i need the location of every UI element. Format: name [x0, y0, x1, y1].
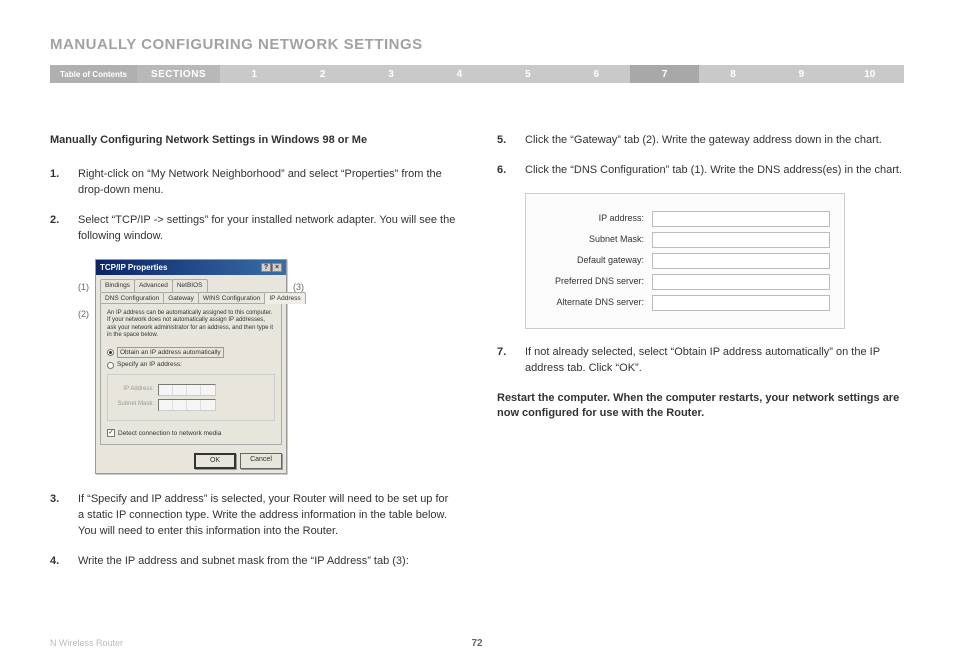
- dialog-body: An IP address can be automatically assig…: [100, 303, 282, 445]
- checkbox-label: Detect connection to network media: [118, 429, 221, 438]
- dialog-title: TCP/IP Properties: [100, 262, 167, 274]
- step-text: Click the “Gateway” tab (2). Write the g…: [525, 133, 904, 149]
- nav-item-1[interactable]: 1: [220, 65, 288, 83]
- step-text: Write the IP address and subnet mask fro…: [78, 554, 457, 570]
- radio-obtain-auto[interactable]: Obtain an IP address automatically: [107, 347, 275, 358]
- mask-field[interactable]: [158, 399, 216, 411]
- step-number: 6.: [497, 163, 525, 179]
- chart-label: IP address:: [540, 212, 652, 225]
- dialog-info-text: An IP address can be automatically assig…: [107, 310, 275, 339]
- ip-field[interactable]: [158, 384, 216, 396]
- nav-item-3[interactable]: 3: [357, 65, 425, 83]
- close-button[interactable]: ×: [272, 263, 282, 272]
- left-column: Manually Configuring Network Settings in…: [50, 133, 457, 584]
- chart-row: Alternate DNS server:: [540, 295, 830, 311]
- chart-label: Alternate DNS server:: [540, 296, 652, 309]
- chart-field[interactable]: [652, 253, 830, 269]
- dialog-figure: (1) (2) TCP/IP Properties ? × Bindings A…: [78, 259, 457, 475]
- nav-item-2[interactable]: 2: [288, 65, 356, 83]
- ip-group: IP Address: Subnet Mask:: [107, 374, 275, 421]
- radio-specify[interactable]: Specify an IP address:: [107, 360, 275, 369]
- step-4: 4. Write the IP address and subnet mask …: [50, 554, 457, 570]
- nav-item-5[interactable]: 5: [494, 65, 562, 83]
- chart-row: Subnet Mask:: [540, 232, 830, 248]
- step-number: 2.: [50, 213, 78, 245]
- chart-label: Preferred DNS server:: [540, 275, 652, 288]
- step-7: 7. If not already selected, select “Obta…: [497, 345, 904, 377]
- step-number: 5.: [497, 133, 525, 149]
- chart-field[interactable]: [652, 232, 830, 248]
- help-button[interactable]: ?: [261, 263, 271, 272]
- nav-item-7[interactable]: 7: [630, 65, 698, 83]
- chart-field[interactable]: [652, 295, 830, 311]
- page-number: 72: [471, 638, 482, 649]
- figure-left-markers: (1) (2): [78, 259, 89, 319]
- tab-netbios[interactable]: NetBIOS: [172, 279, 208, 291]
- subnet-mask-row: Subnet Mask:: [112, 399, 270, 411]
- mask-label: Subnet Mask:: [112, 400, 154, 409]
- tab-bindings[interactable]: Bindings: [100, 279, 135, 291]
- step-text: If not already selected, select “Obtain …: [525, 345, 904, 377]
- step-number: 1.: [50, 167, 78, 199]
- chart-field[interactable]: [652, 274, 830, 290]
- tcpip-dialog: TCP/IP Properties ? × Bindings Advanced …: [95, 259, 287, 475]
- step-3: 3. If “Specify and IP address” is select…: [50, 492, 457, 540]
- checkbox-icon: ✓: [107, 429, 115, 437]
- step-6: 6. Click the “DNS Configuration” tab (1)…: [497, 163, 904, 179]
- tab-advanced[interactable]: Advanced: [134, 279, 173, 291]
- chart-label: Subnet Mask:: [540, 233, 652, 246]
- page-title: MANUALLY CONFIGURING NETWORK SETTINGS: [50, 36, 904, 53]
- step-text: Right-click on “My Network Neighborhood”…: [78, 167, 457, 199]
- cancel-button[interactable]: Cancel: [240, 453, 282, 469]
- chart-row: Default gateway:: [540, 253, 830, 269]
- dialog-title-buttons: ? ×: [261, 263, 282, 272]
- restart-note: Restart the computer. When the computer …: [497, 391, 904, 422]
- chart-row: IP address:: [540, 211, 830, 227]
- dialog-footer: OK Cancel: [96, 449, 286, 473]
- footer-product: N Wireless Router: [50, 638, 123, 648]
- chart-field[interactable]: [652, 211, 830, 227]
- subheading: Manually Configuring Network Settings in…: [50, 133, 457, 149]
- marker-2: (2): [78, 310, 89, 319]
- step-number: 3.: [50, 492, 78, 540]
- dialog-titlebar: TCP/IP Properties ? ×: [96, 260, 286, 276]
- section-nav: Table of Contents SECTIONS 1 2 3 4 5 6 7…: [50, 65, 904, 83]
- page-footer: N Wireless Router 72: [50, 638, 904, 648]
- tab-ipaddress[interactable]: IP Address: [264, 292, 305, 304]
- nav-item-8[interactable]: 8: [699, 65, 767, 83]
- marker-1: (1): [78, 283, 89, 292]
- step-text: If “Specify and IP address” is selected,…: [78, 492, 457, 540]
- step-text: Click the “DNS Configuration” tab (1). W…: [525, 163, 904, 179]
- ok-button[interactable]: OK: [194, 453, 236, 469]
- nav-sections-label: SECTIONS: [137, 65, 220, 83]
- nav-item-6[interactable]: 6: [562, 65, 630, 83]
- ip-label: IP Address:: [112, 385, 154, 394]
- step-1: 1. Right-click on “My Network Neighborho…: [50, 167, 457, 199]
- step-number: 4.: [50, 554, 78, 570]
- step-5: 5. Click the “Gateway” tab (2). Write th…: [497, 133, 904, 149]
- address-chart: IP address: Subnet Mask: Default gateway…: [525, 193, 845, 329]
- radio-icon: [107, 349, 114, 356]
- nav-item-9[interactable]: 9: [767, 65, 835, 83]
- chart-row: Preferred DNS server:: [540, 274, 830, 290]
- ip-address-row: IP Address:: [112, 384, 270, 396]
- chart-label: Default gateway:: [540, 254, 652, 267]
- radio-label: Specify an IP address:: [117, 360, 182, 369]
- right-column: 5. Click the “Gateway” tab (2). Write th…: [497, 133, 904, 584]
- nav-item-10[interactable]: 10: [836, 65, 904, 83]
- nav-item-4[interactable]: 4: [425, 65, 493, 83]
- step-text: Select “TCP/IP -> settings” for your ins…: [78, 213, 457, 245]
- nav-toc[interactable]: Table of Contents: [50, 65, 137, 83]
- detect-checkbox-row[interactable]: ✓ Detect connection to network media: [107, 429, 275, 438]
- step-2: 2. Select “TCP/IP -> settings” for your …: [50, 213, 457, 245]
- radio-label: Obtain an IP address automatically: [117, 347, 224, 358]
- tabs-row-top: Bindings Advanced NetBIOS: [96, 275, 286, 291]
- radio-icon: [107, 362, 114, 369]
- step-number: 7.: [497, 345, 525, 377]
